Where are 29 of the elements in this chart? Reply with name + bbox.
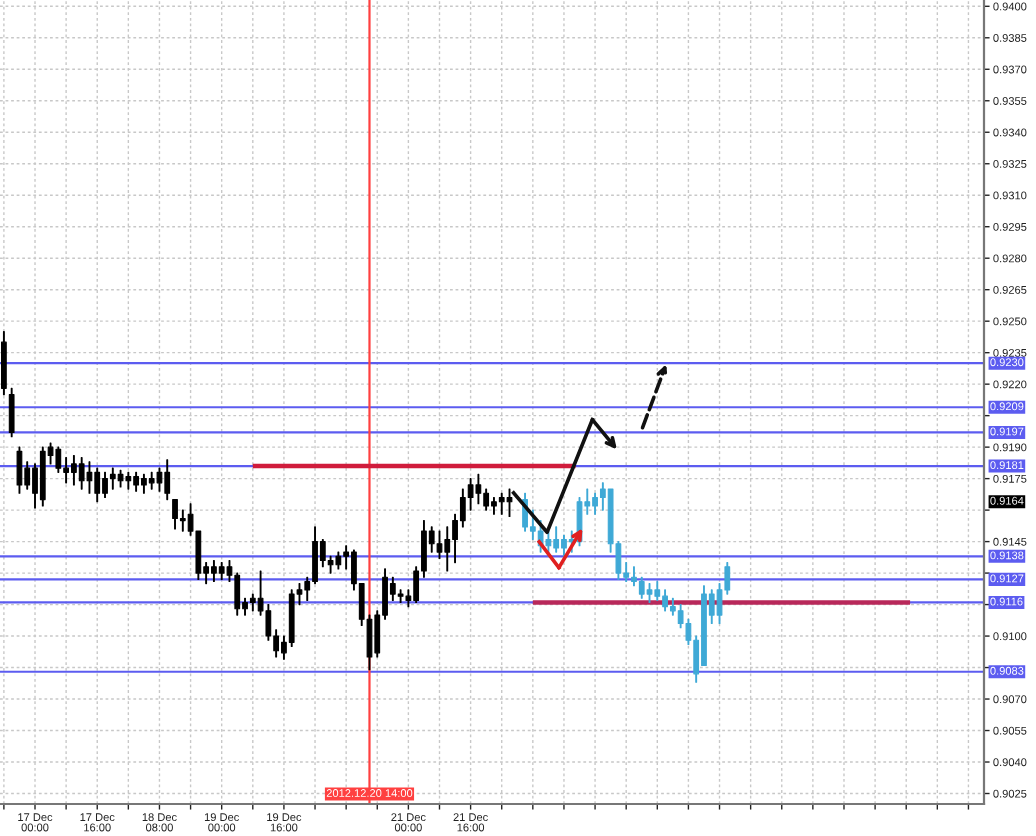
candlestick bbox=[646, 583, 653, 604]
candlestick bbox=[498, 492, 505, 515]
candlestick bbox=[94, 467, 101, 503]
candlestick bbox=[78, 457, 85, 490]
candlestick bbox=[156, 467, 163, 492]
candlestick bbox=[335, 551, 342, 570]
candlestick bbox=[133, 471, 140, 492]
candlestick bbox=[491, 496, 497, 515]
candlestick bbox=[39, 446, 46, 507]
candlestick bbox=[475, 473, 482, 505]
candlestick bbox=[109, 467, 116, 490]
candlestick bbox=[211, 559, 217, 583]
candlestick bbox=[86, 461, 93, 494]
candlestick bbox=[8, 387, 15, 438]
candlestick bbox=[102, 471, 108, 499]
candlestick bbox=[16, 446, 23, 494]
candlestick bbox=[553, 526, 560, 553]
candlestick bbox=[117, 469, 124, 488]
candlestick bbox=[662, 589, 668, 612]
candlestick bbox=[218, 562, 225, 580]
candlestick bbox=[125, 471, 132, 490]
candlestick bbox=[71, 454, 77, 486]
candlestick bbox=[506, 488, 513, 517]
candlestick bbox=[164, 459, 171, 501]
candlestick bbox=[148, 471, 155, 490]
candlestick bbox=[1, 331, 7, 396]
candlestick bbox=[141, 473, 147, 494]
candlestick bbox=[172, 499, 178, 530]
candlestick bbox=[561, 534, 567, 557]
